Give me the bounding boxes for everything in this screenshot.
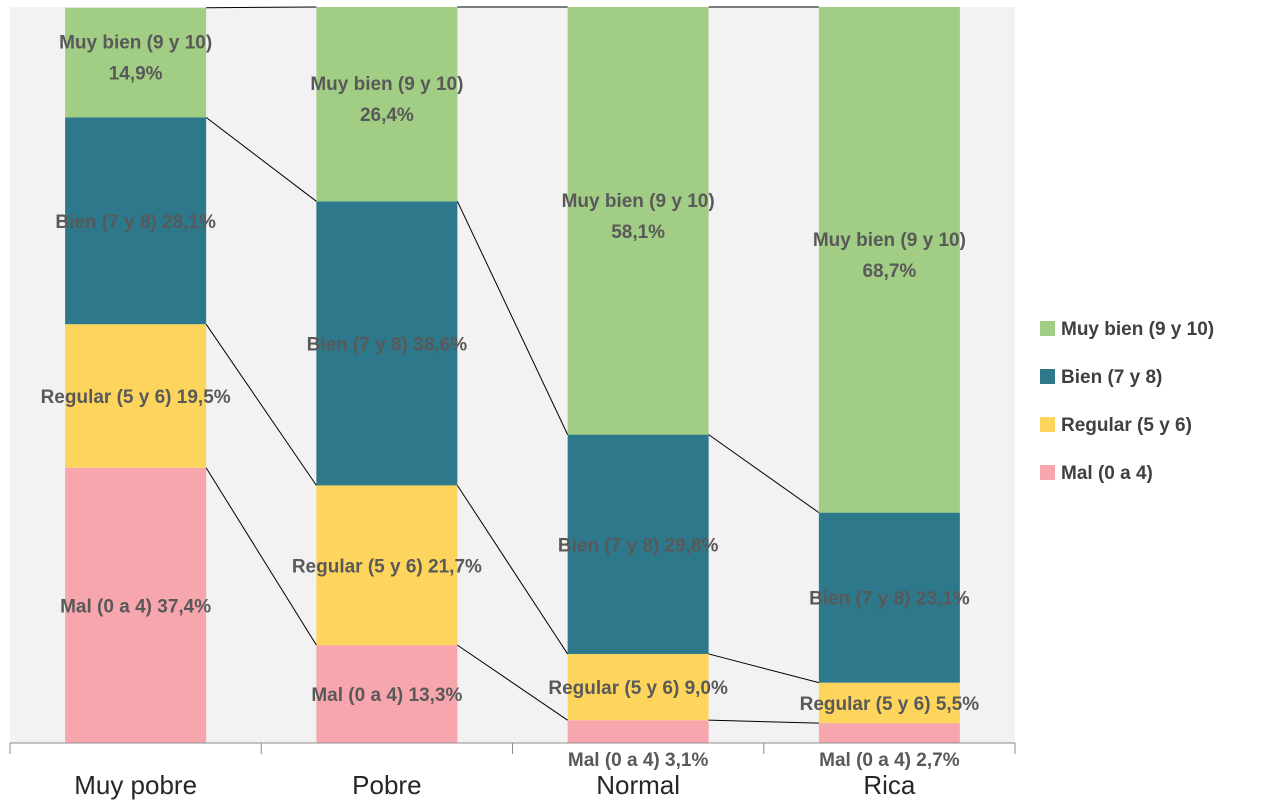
bar-normal-mal-0-a-4 [567, 720, 709, 743]
series-line-mal-0-a-4-1 [457, 644, 568, 721]
series-line-mal-0-a-4-2 [708, 719, 819, 724]
bar-normal-muy-bien-9-y-10 [567, 7, 709, 435]
bar-normal-regular-5-y-6 [567, 653, 709, 721]
bar-rica-regular-5-y-6 [818, 682, 960, 724]
legend-label-regular-5-y-6: Regular (5 y 6) [1061, 415, 1192, 436]
category-axis: Muy pobre Pobre Normal Rica [9, 742, 1016, 800]
legend-swatch-muy-bien-9-y-10 [1040, 321, 1055, 336]
legend: Muy bien (9 y 10) Bien (7 y 8) Regular (5 … [1040, 319, 1214, 484]
series-line-muy-bien-9-y-10-0 [206, 6, 317, 9]
data-label-rica-regular-5-y-6: Regular (5 y 6) 5,5% [800, 694, 980, 715]
series-line-bien-7-y-8-1 [456, 201, 569, 435]
data-label-normal-mal-0-a-4: Mal (0 a 4) 3,1% [568, 750, 709, 771]
data-label-rica-mal-0-a-4: Mal (0 a 4) 2,7% [819, 750, 960, 771]
bar-normal-bien-7-y-8 [567, 434, 709, 654]
data-label-muy-pobre-muy-bien-9-y-10: Muy bien (9 y 10) 14,9% [59, 33, 212, 85]
data-label-normal-muy-bien-9-y-10: Muy bien (9 y 10) 58,1% [562, 191, 715, 243]
data-label-normal-bien-7-y-8: Bien (7 y 8) 29,8% [558, 535, 719, 556]
bar-muy-pobre-mal-0-a-4 [65, 467, 207, 743]
legend-swatch-mal-0-a-4 [1040, 465, 1055, 480]
data-label-muy-pobre-bien-7-y-8: Bien (7 y 8) 28,1% [55, 212, 216, 233]
bar-rica-mal-0-a-4 [818, 723, 960, 743]
legend-label-bien-7-y-8: Bien (7 y 8) [1061, 367, 1162, 388]
bar-rica-bien-7-y-8 [818, 512, 960, 683]
series-line-mal-0-a-4-0 [205, 467, 317, 646]
series-line-regular-5-y-6-1 [456, 485, 569, 655]
data-label-normal-regular-5-y-6: Regular (5 y 6) 9,0% [548, 678, 728, 699]
bar-pobre-muy-bien-9-y-10 [316, 7, 458, 202]
data-label-muy-pobre-mal-0-a-4: Mal (0 a 4) 37,4% [60, 596, 211, 617]
x-tick-label-rica: Rica [863, 770, 916, 800]
series-line-regular-5-y-6-2 [708, 653, 820, 684]
legend-label-mal-0-a-4: Mal (0 a 4) [1061, 463, 1153, 484]
x-tick-label-normal: Normal [596, 770, 680, 800]
series-lines-layer [205, 6, 820, 724]
data-label-pobre-bien-7-y-8: Bien (7 y 8) 38,6% [307, 334, 468, 355]
data-label-pobre-regular-5-y-6: Regular (5 y 6) 21,7% [292, 556, 482, 577]
data-label-muy-pobre-regular-5-y-6: Regular (5 y 6) 19,5% [41, 387, 231, 408]
data-label-rica-bien-7-y-8: Bien (7 y 8) 23,1% [809, 589, 970, 610]
series-line-bien-7-y-8-0 [205, 117, 317, 202]
data-label-rica-muy-bien-9-y-10: Muy bien (9 y 10) 68,7% [813, 230, 966, 282]
bar-muy-pobre-muy-bien-9-y-10 [65, 7, 207, 118]
bar-muy-pobre-regular-5-y-6 [65, 324, 207, 468]
data-label-pobre-mal-0-a-4: Mal (0 a 4) 13,3% [311, 685, 462, 706]
bars-layer [65, 7, 960, 743]
bar-pobre-mal-0-a-4 [316, 645, 458, 743]
x-tick-label-muy-pobre: Muy pobre [74, 770, 197, 800]
bar-muy-pobre-bien-7-y-8 [65, 117, 207, 325]
x-tick-label-pobre: Pobre [352, 770, 421, 800]
legend-label-muy-bien-9-y-10: Muy bien (9 y 10) [1061, 319, 1214, 340]
series-line-regular-5-y-6-0 [205, 323, 317, 486]
data-labels-layer: Mal (0 a 4) 37,4% Regular (5 y 6) 19,5% Bi… [41, 33, 980, 771]
series-line-bien-7-y-8-2 [708, 434, 820, 514]
data-label-pobre-muy-bien-9-y-10: Muy bien (9 y 10) 26,4% [310, 74, 463, 126]
bar-pobre-regular-5-y-6 [316, 485, 458, 646]
legend-swatch-regular-5-y-6 [1040, 417, 1055, 432]
bar-pobre-bien-7-y-8 [316, 201, 458, 486]
bar-rica-muy-bien-9-y-10 [818, 7, 960, 513]
legend-swatch-bien-7-y-8 [1040, 369, 1055, 384]
